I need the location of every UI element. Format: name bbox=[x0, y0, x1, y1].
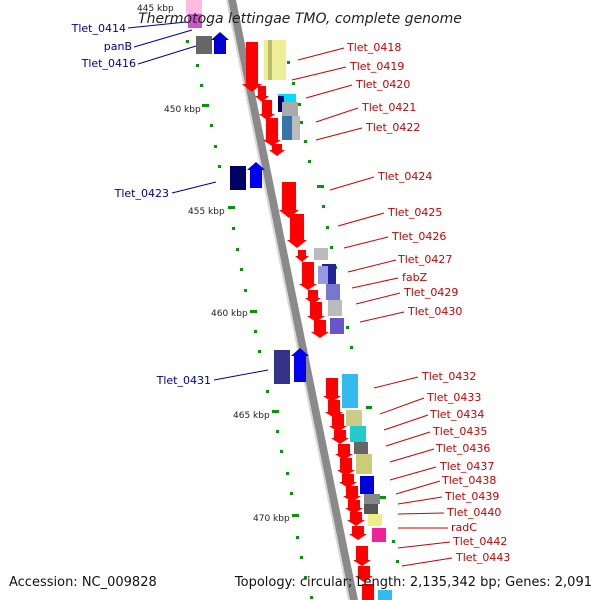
genome-backbone bbox=[228, 0, 358, 600]
gene-label: Tlet_0422 bbox=[365, 121, 420, 134]
kbp-mark: 465 kbp bbox=[233, 411, 270, 421]
gene-label: Tlet_0427 bbox=[397, 253, 452, 266]
gene-label: Tlet_0430 bbox=[407, 305, 462, 318]
gene-label: Tlet_0424 bbox=[377, 170, 432, 183]
gene-label: Tlet_0420 bbox=[355, 78, 410, 91]
kbp-marks: 445 kbp 450 kbp 455 kbp 460 kbp 465 kbp … bbox=[137, 4, 290, 524]
reverse-genes bbox=[186, 0, 309, 384]
gene-arrow-forward bbox=[345, 500, 363, 514]
gene-label: Tlet_0418 bbox=[346, 41, 401, 54]
gene-arrow-forward bbox=[329, 414, 347, 432]
gene-label: Tlet_0435 bbox=[432, 425, 487, 438]
accession-text: Accession: NC_009828 bbox=[9, 575, 157, 590]
gene-label: Tlet_0423 bbox=[114, 187, 169, 200]
gene-arrow-forward bbox=[255, 86, 269, 102]
gene-arrow-forward bbox=[353, 546, 371, 566]
gene-arrow-forward bbox=[362, 584, 374, 600]
gene-arrow-forward bbox=[307, 302, 325, 322]
kbp-mark: 455 kbp bbox=[188, 207, 225, 217]
gene-label: Tlet_0442 bbox=[452, 535, 507, 548]
gene-arrow-forward bbox=[263, 118, 281, 146]
function-blocks bbox=[264, 40, 392, 600]
left-gene-labels: Tlet_0414 panB Tlet_0416 Tlet_0423 Tlet_… bbox=[71, 22, 211, 387]
gene-label: Tlet_0425 bbox=[387, 206, 442, 219]
gene-label: Tlet_0436 bbox=[435, 442, 490, 455]
gene-arrow-forward bbox=[311, 320, 329, 338]
gene-arrow-forward bbox=[343, 486, 361, 502]
gene-label: Tlet_0421 bbox=[361, 101, 416, 114]
gene-arrow-forward bbox=[339, 474, 357, 488]
gene-label: Tlet_0432 bbox=[421, 370, 476, 383]
gene-arrow-reverse bbox=[211, 32, 229, 54]
gene-arrow-forward bbox=[325, 400, 343, 418]
gene-label: fabZ bbox=[402, 271, 428, 284]
genome-backbone-highlight bbox=[226, 0, 350, 600]
gene-arrow-forward bbox=[349, 526, 367, 540]
genome-summary-text: Topology: circular; Length: 2,135,342 bp… bbox=[234, 575, 592, 590]
gene-label: Tlet_0419 bbox=[349, 60, 404, 73]
tick-dots-left bbox=[186, 40, 313, 599]
gene-label: Tlet_0416 bbox=[81, 57, 136, 70]
right-gene-labels: Tlet_0418 Tlet_0419 Tlet_0420 Tlet_0421 … bbox=[346, 41, 510, 564]
gene-arrow-forward bbox=[269, 144, 285, 156]
gene-label: Tlet_0443 bbox=[455, 551, 510, 564]
gene-label: panB bbox=[104, 40, 132, 53]
gene-arrow-forward bbox=[323, 378, 341, 402]
gene-arrow-reverse bbox=[291, 348, 309, 382]
kbp-mark: 445 kbp bbox=[137, 4, 174, 14]
gene-arrow-forward bbox=[335, 444, 353, 460]
gene-arrow-reverse bbox=[230, 166, 246, 190]
gene-label: Tlet_0439 bbox=[444, 490, 499, 503]
gene-arrow-forward bbox=[331, 430, 349, 444]
kbp-mark: 460 kbp bbox=[211, 309, 248, 319]
gene-block-reverse bbox=[188, 14, 202, 28]
kbp-mark: 470 kbp bbox=[253, 514, 290, 524]
gene-label: Tlet_0437 bbox=[439, 460, 494, 473]
gene-arrow-forward bbox=[259, 100, 275, 120]
gene-arrow-forward bbox=[337, 458, 355, 476]
gene-arrow-forward bbox=[279, 182, 299, 218]
gene-arrow-reverse bbox=[274, 350, 290, 384]
gene-arrow-forward bbox=[347, 512, 365, 526]
gene-label: Tlet_0429 bbox=[403, 286, 458, 299]
kbp-mark: 450 kbp bbox=[164, 105, 201, 115]
forward-genes bbox=[242, 42, 374, 600]
gene-label: Tlet_0426 bbox=[391, 230, 446, 243]
gene-block-reverse bbox=[196, 36, 212, 54]
gene-arrow-forward bbox=[299, 262, 317, 290]
gene-arrow-forward bbox=[295, 250, 309, 262]
gene-arrow-reverse bbox=[247, 162, 265, 188]
gene-arrow-forward bbox=[242, 42, 262, 92]
gene-label: Tlet_0438 bbox=[441, 474, 496, 487]
gene-label: Tlet_0414 bbox=[71, 22, 126, 35]
gene-arrow-forward bbox=[355, 566, 373, 582]
diagram-title: Thermotoga lettingae TMO, complete genom… bbox=[138, 11, 462, 27]
gene-label: Tlet_0440 bbox=[446, 506, 501, 519]
gene-arrow-forward bbox=[287, 214, 307, 248]
gene-label: Tlet_0433 bbox=[426, 391, 481, 404]
gene-arrow-forward bbox=[305, 290, 321, 304]
label-connectors bbox=[127, 21, 453, 567]
gene-block-reverse bbox=[186, 0, 202, 14]
gene-label: Tlet_0434 bbox=[429, 408, 484, 421]
gene-label: Tlet_0431 bbox=[156, 374, 211, 387]
gene-label: radC bbox=[451, 521, 477, 534]
